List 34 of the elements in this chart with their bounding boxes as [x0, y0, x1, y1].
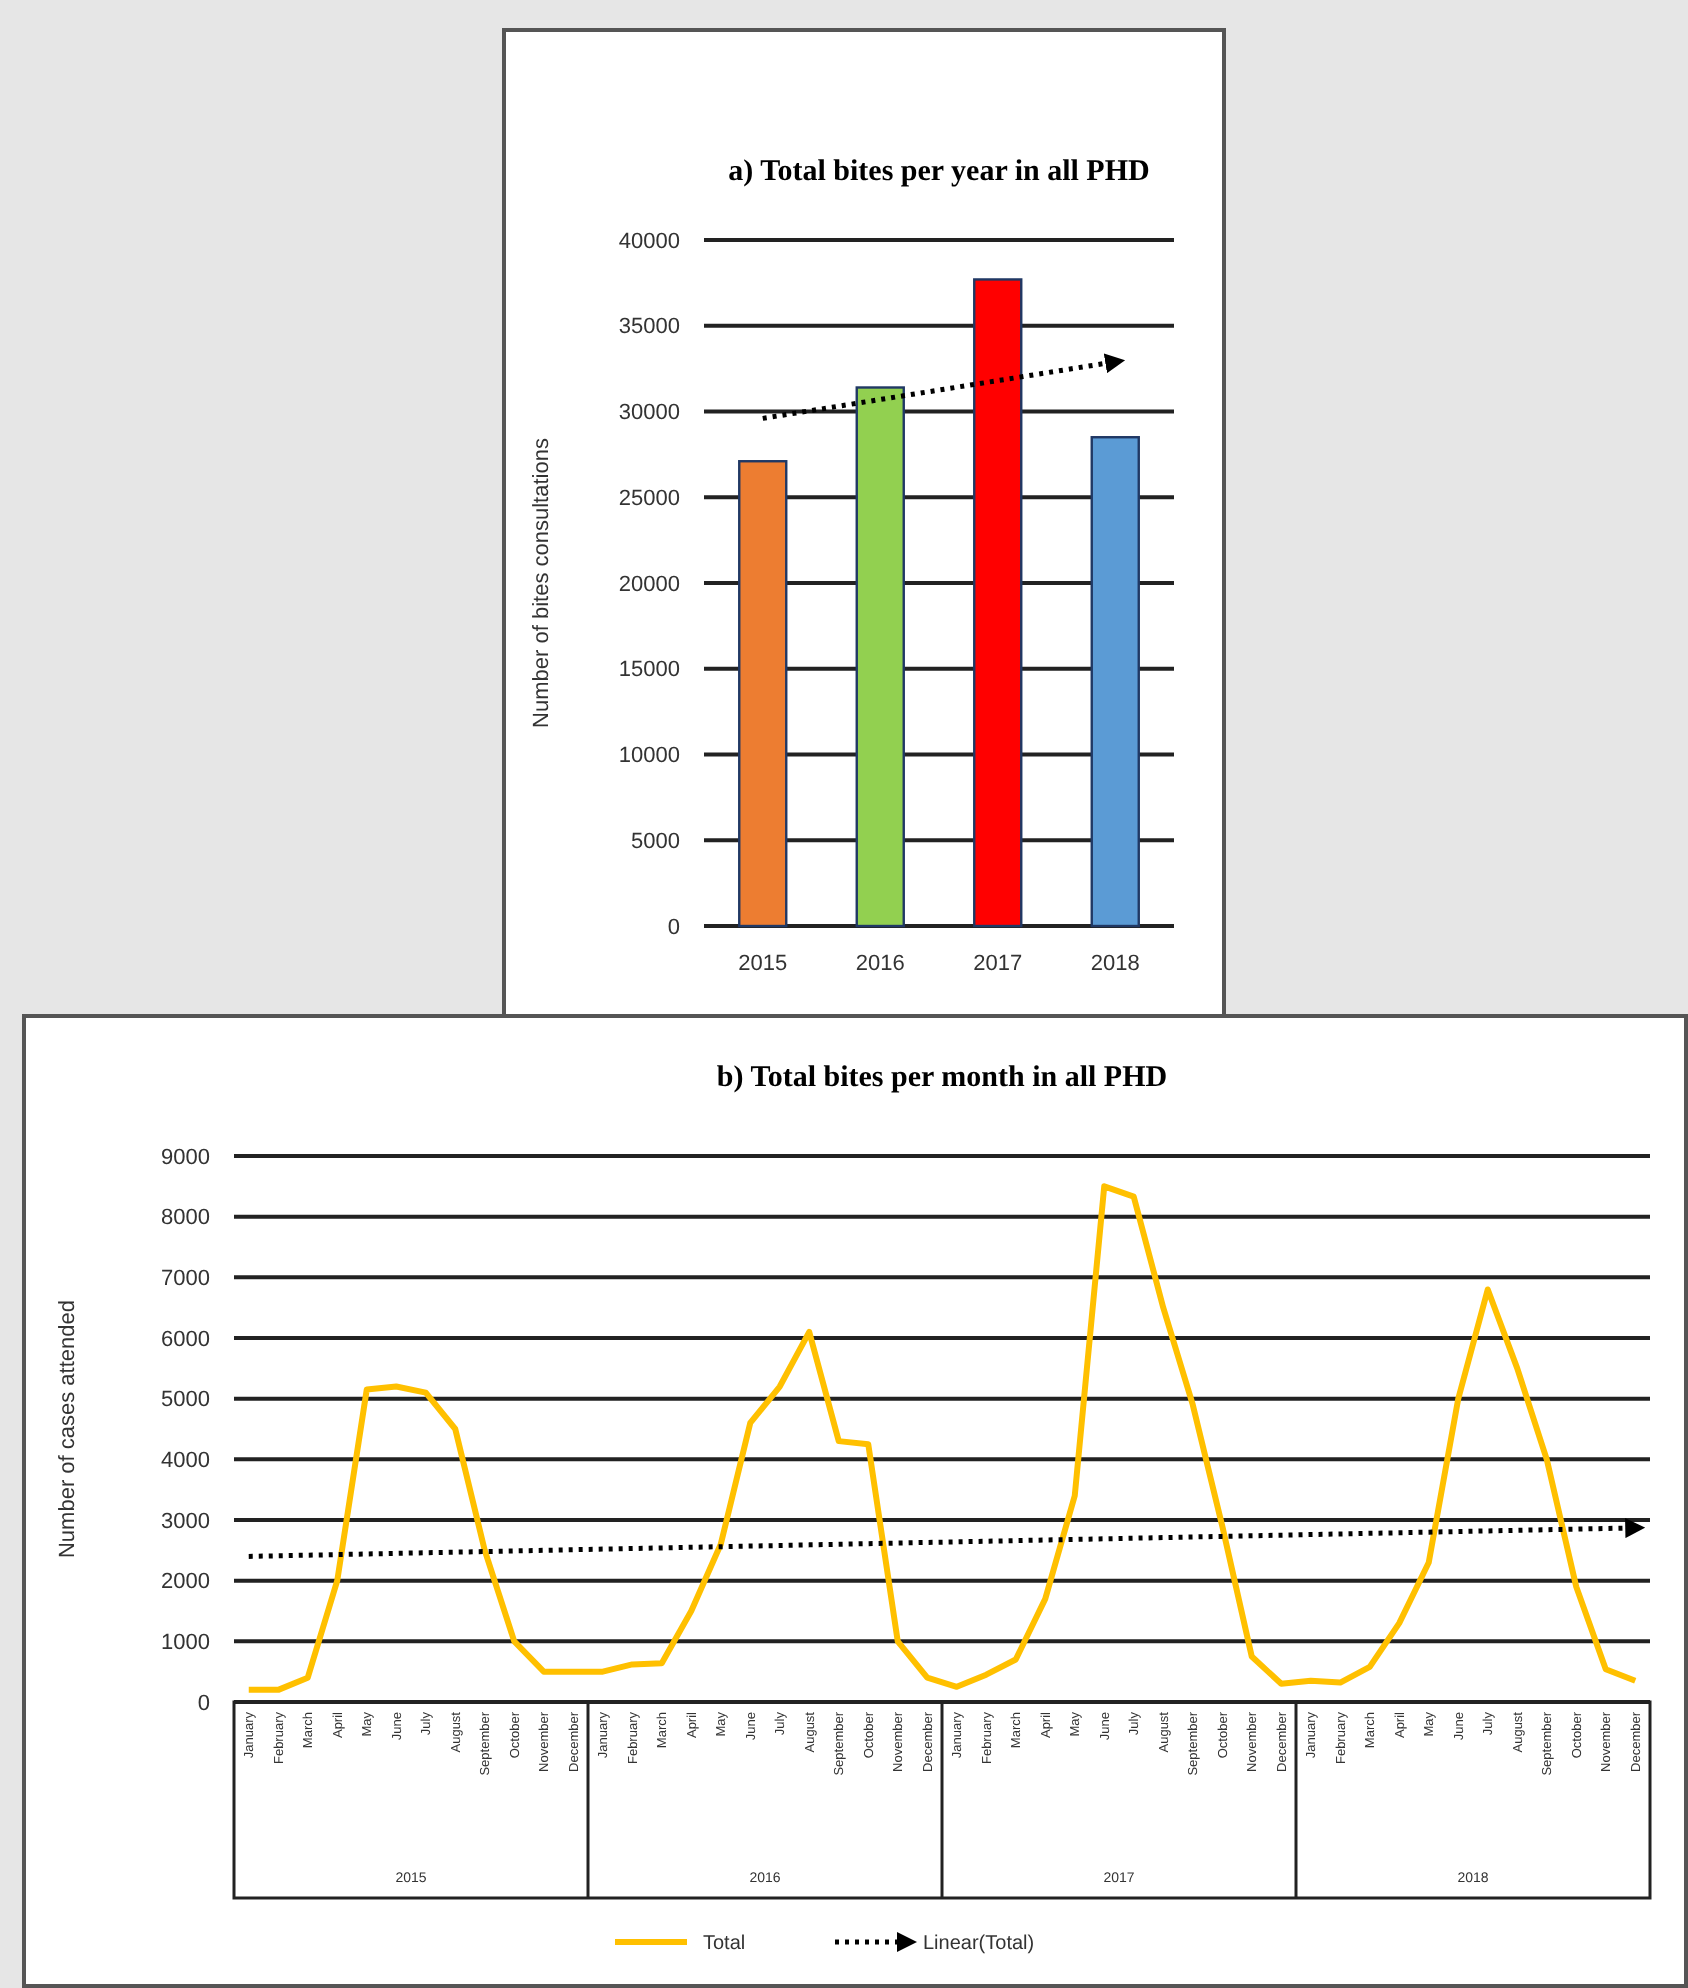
y-tick-label: 7000 [161, 1267, 210, 1292]
legend-label: Linear(Total) [923, 1933, 1035, 1955]
bar [973, 278, 1023, 928]
y-tick-label: 40000 [618, 229, 680, 254]
x-tick-label: 2016 [855, 952, 905, 976]
x-tick-label: 2017 [973, 952, 1023, 976]
y-tick-label: 25000 [618, 486, 680, 511]
x-tick-label: 2015 [738, 952, 788, 976]
y-axis-title: Number of bites consultations [530, 437, 554, 728]
y-tick-label: 8000 [161, 1206, 210, 1231]
y-tick-label: 2000 [161, 1570, 210, 1595]
legend-label: Total [703, 1933, 746, 1955]
x-tick-label: 2018 [1090, 952, 1140, 976]
y-tick-label: 4000 [161, 1449, 210, 1474]
y-tick-label: 0 [197, 1691, 210, 1716]
y-tick-label: 3000 [161, 1509, 210, 1534]
bar [738, 460, 788, 928]
y-tick-label: 6000 [161, 1327, 210, 1352]
y-tick-label: 10000 [618, 744, 680, 769]
chart-title: b) Total bites per month in all PHD [716, 1062, 1168, 1094]
y-tick-label: 0 [667, 915, 680, 940]
bar [855, 386, 905, 928]
y-tick-label: 9000 [161, 1145, 210, 1170]
y-tick-label: 35000 [618, 315, 680, 340]
y-tick-label: 1000 [161, 1631, 210, 1656]
y-tick-label: 20000 [618, 572, 680, 597]
y-axis-title: Number of cases attended [56, 1299, 80, 1559]
bar [1090, 436, 1140, 928]
chart-title: a) Total bites per year in all PHD [728, 156, 1151, 188]
y-tick-label: 30000 [618, 401, 680, 426]
y-tick-label: 5000 [631, 829, 680, 854]
y-tick-label: 15000 [618, 658, 680, 683]
y-tick-label: 5000 [161, 1388, 210, 1413]
line-series [245, 1183, 1639, 1693]
